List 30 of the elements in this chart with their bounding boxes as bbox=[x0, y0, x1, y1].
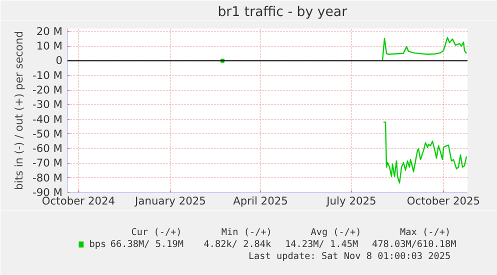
y-tick-label: 20 M bbox=[36, 24, 63, 38]
x-tick-label: July 2025 bbox=[326, 194, 376, 208]
y-tick-label: -70 M bbox=[32, 156, 63, 170]
y-tick-label: -80 M bbox=[32, 171, 63, 184]
y-tick-label: -10 M bbox=[32, 68, 63, 82]
y-tick-label: -30 M bbox=[32, 98, 63, 112]
chart-title: br1 traffic - by year bbox=[218, 5, 348, 20]
text: 4.82k/ 2.84k bbox=[204, 239, 272, 250]
text: 478.03M/610.18M bbox=[372, 239, 457, 250]
x-tick-label: October 2024 bbox=[42, 194, 116, 208]
line-series bbox=[382, 121, 468, 184]
text: 14.23M/ 1.45M bbox=[285, 239, 358, 250]
line-series bbox=[382, 36, 468, 62]
text: Avg (-/+) bbox=[310, 227, 362, 238]
legend-label: bps bbox=[89, 239, 106, 250]
y-tick-label: 0 bbox=[56, 54, 63, 68]
y-tick-label: -50 M bbox=[32, 127, 63, 140]
text: Last update: Sat Nov 8 01:00:03 2025 bbox=[248, 251, 451, 262]
text: Cur (-/+) bbox=[131, 227, 182, 238]
x-tick-label: April 2025 bbox=[233, 194, 288, 208]
text: 66.38M/ 5.19M bbox=[110, 239, 184, 250]
y-tick-label: -40 M bbox=[32, 112, 63, 126]
y-tick-label: -20 M bbox=[32, 84, 63, 96]
y-axis-title: bits in (-) / out (+) per second bbox=[12, 30, 26, 190]
y-tick-label: -60 M bbox=[32, 142, 63, 156]
x-tick-label: October 2025 bbox=[406, 194, 480, 208]
x-tick-label: January 2025 bbox=[134, 194, 206, 208]
text: Max (-/+) bbox=[400, 227, 451, 238]
y-tick-label: 10 M bbox=[36, 40, 63, 53]
text: Min (-/+) bbox=[221, 227, 272, 238]
